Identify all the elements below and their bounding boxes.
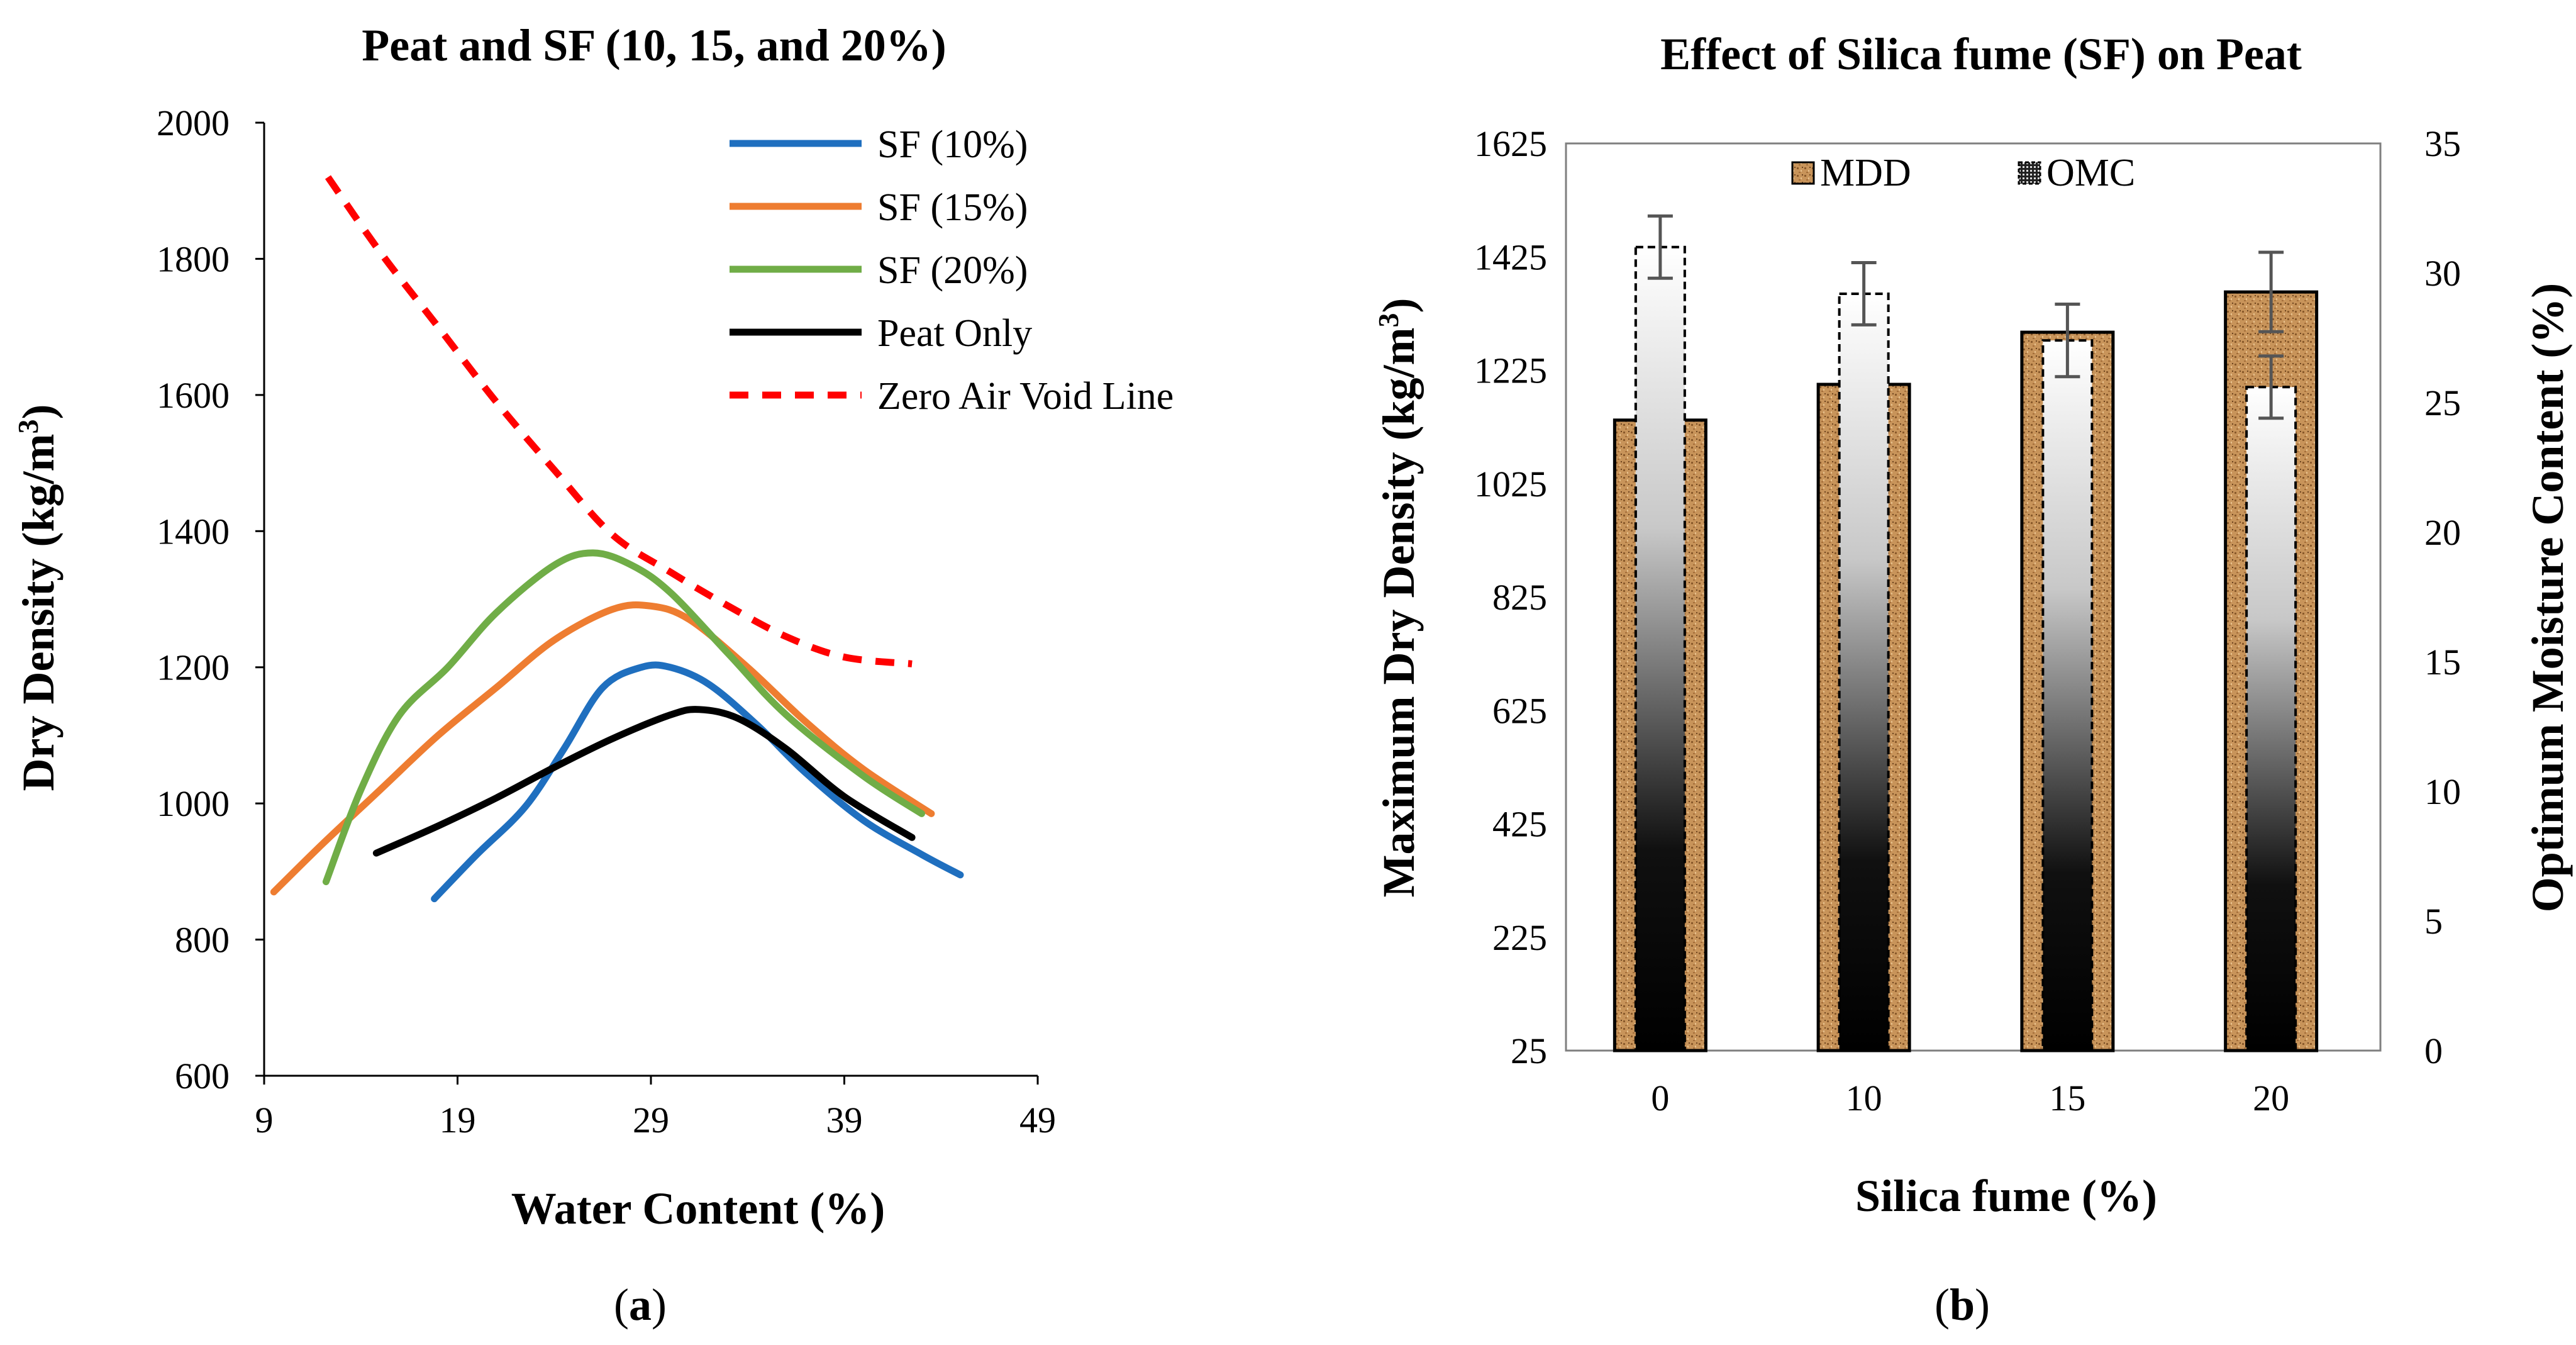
chart-a-series-line [372, 706, 916, 857]
chart-a-y-ticks: 600 800 1000 1200 1400 1600 1800 2000 [157, 103, 264, 1097]
chart-a-y-tick-label: 600 [175, 1056, 230, 1097]
chart-b-x-label: Silica fume (%) [1855, 1171, 2157, 1221]
chart-a-series-line [325, 175, 913, 667]
chart-a-y-tick-label: 1000 [157, 783, 230, 824]
chart-b-y-ticks: 25 225 425 625 825 1025 1225 1425 1625 [1474, 123, 1547, 1071]
chart-a-series [270, 175, 964, 903]
chart-a-y-tick-label: 1400 [157, 511, 230, 552]
chart-a-caption: (a) [614, 1280, 667, 1330]
chart-a-x-tick-label: 29 [633, 1100, 669, 1141]
chart-b-x-tick-label: 20 [2253, 1078, 2289, 1119]
chart-b-y-label: Maximum Dry Density (kg/m3) [1372, 298, 1424, 898]
chart-b-legend-label-omc: OMC [2046, 152, 2135, 194]
chart-a-y-label: Dry Density (kg/m3) [12, 405, 64, 791]
chart-a-series-line [431, 661, 964, 903]
chart-b-legend: MDD OMC [1791, 152, 2135, 194]
chart-b-x-tick-label: 15 [2049, 1078, 2085, 1119]
chart-b-legend-swatch-omc [2018, 161, 2041, 185]
chart-b-y2-tick-label: 30 [2424, 253, 2461, 294]
chart-a-x-tick-label: 9 [255, 1100, 274, 1141]
chart-a-y-tick-label: 800 [175, 920, 230, 961]
chart-b-y-tick-label: 425 [1492, 804, 1547, 845]
chart-b-y2-tick-label: 0 [2424, 1030, 2443, 1071]
chart-b-x-ticks: 0 10 15 20 [1651, 1078, 2289, 1119]
chart-a-legend-label: SF (15%) [877, 186, 1028, 229]
chart-b-y2-tick-label: 5 [2424, 901, 2443, 942]
chart-b-bars [1613, 214, 2319, 1052]
chart-b-omc-bar [1838, 292, 1890, 1052]
chart-a-title: Peat and SF (10, 15, and 20%) [362, 20, 946, 70]
chart-b-omc-bar [2245, 386, 2297, 1052]
chart-a-legend-label: SF (20%) [877, 249, 1028, 292]
chart-b-y-tick-label: 225 [1492, 917, 1547, 958]
chart-b-y2-label: Optimum Moisture Content (%) [2523, 283, 2573, 913]
chart-b-y2-tick-label: 35 [2424, 123, 2461, 164]
chart-b-y2-tick-label: 20 [2424, 512, 2461, 553]
chart-b-x-tick-label: 0 [1651, 1078, 1669, 1119]
chart-b-y2-tick-label: 25 [2424, 382, 2461, 423]
chart-a-legend-label: Peat Only [877, 312, 1032, 355]
chart-a-legend-label: Zero Air Void Line [877, 375, 1174, 418]
chart-a-x-tick-label: 39 [826, 1100, 863, 1141]
chart-b-plot-border [1565, 142, 2382, 1052]
chart-b-legend-swatch-mdd [1791, 161, 1815, 185]
chart-b-title: Effect of Silica fume (SF) on Peat [1660, 29, 2302, 79]
chart-a-x-label: Water Content (%) [511, 1183, 886, 1234]
chart-a-y-tick-label: 1200 [157, 647, 230, 688]
chart-b-y-tick-label: 25 [1511, 1030, 1547, 1071]
chart-b-y2-tick-label: 10 [2424, 771, 2461, 812]
chart-b-y-tick-label: 1025 [1474, 464, 1547, 505]
chart-b-caption: (b) [1935, 1280, 1990, 1330]
chart-b-y-tick-label: 1625 [1474, 123, 1547, 164]
chart-b-y-tick-label: 625 [1492, 690, 1547, 731]
chart-a-y-tick-label: 2000 [157, 103, 230, 143]
chart-a-x-tick-label: 19 [440, 1100, 476, 1141]
chart-b: Effect of Silica fume (SF) on Peat 25 225… [1372, 29, 2573, 1330]
chart-a-legend: SF (10%) SF (15%) SF (20%) Peat Only Zero Ai… [730, 123, 1174, 418]
chart-b-omc-bar [2041, 339, 2094, 1052]
chart-a-series-line [270, 601, 935, 896]
chart-a: Peat and SF (10, 15, and 20%) 600 800 1000… [12, 20, 1174, 1330]
chart-b-legend-label-mdd: MDD [1820, 152, 1911, 194]
chart-b-y-tick-label: 825 [1492, 577, 1547, 618]
chart-a-legend-label: SF (10%) [877, 123, 1028, 166]
chart-b-omc-bar [1634, 245, 1686, 1052]
chart-b-y2-tick-label: 15 [2424, 642, 2461, 683]
chart-b-y-tick-label: 1225 [1474, 350, 1547, 391]
chart-b-y2-ticks: 0 5 10 15 20 25 30 35 [2424, 123, 2461, 1071]
chart-a-y-tick-label: 1800 [157, 238, 230, 279]
chart-a-x-ticks: 9 19 29 39 49 [255, 1076, 1056, 1141]
chart-b-y-tick-label: 1425 [1474, 237, 1547, 277]
chart-a-x-tick-label: 49 [1019, 1100, 1056, 1141]
chart-a-series-line [322, 549, 925, 886]
chart-b-x-tick-label: 10 [1846, 1078, 1882, 1119]
chart-a-y-tick-label: 1600 [157, 375, 230, 416]
